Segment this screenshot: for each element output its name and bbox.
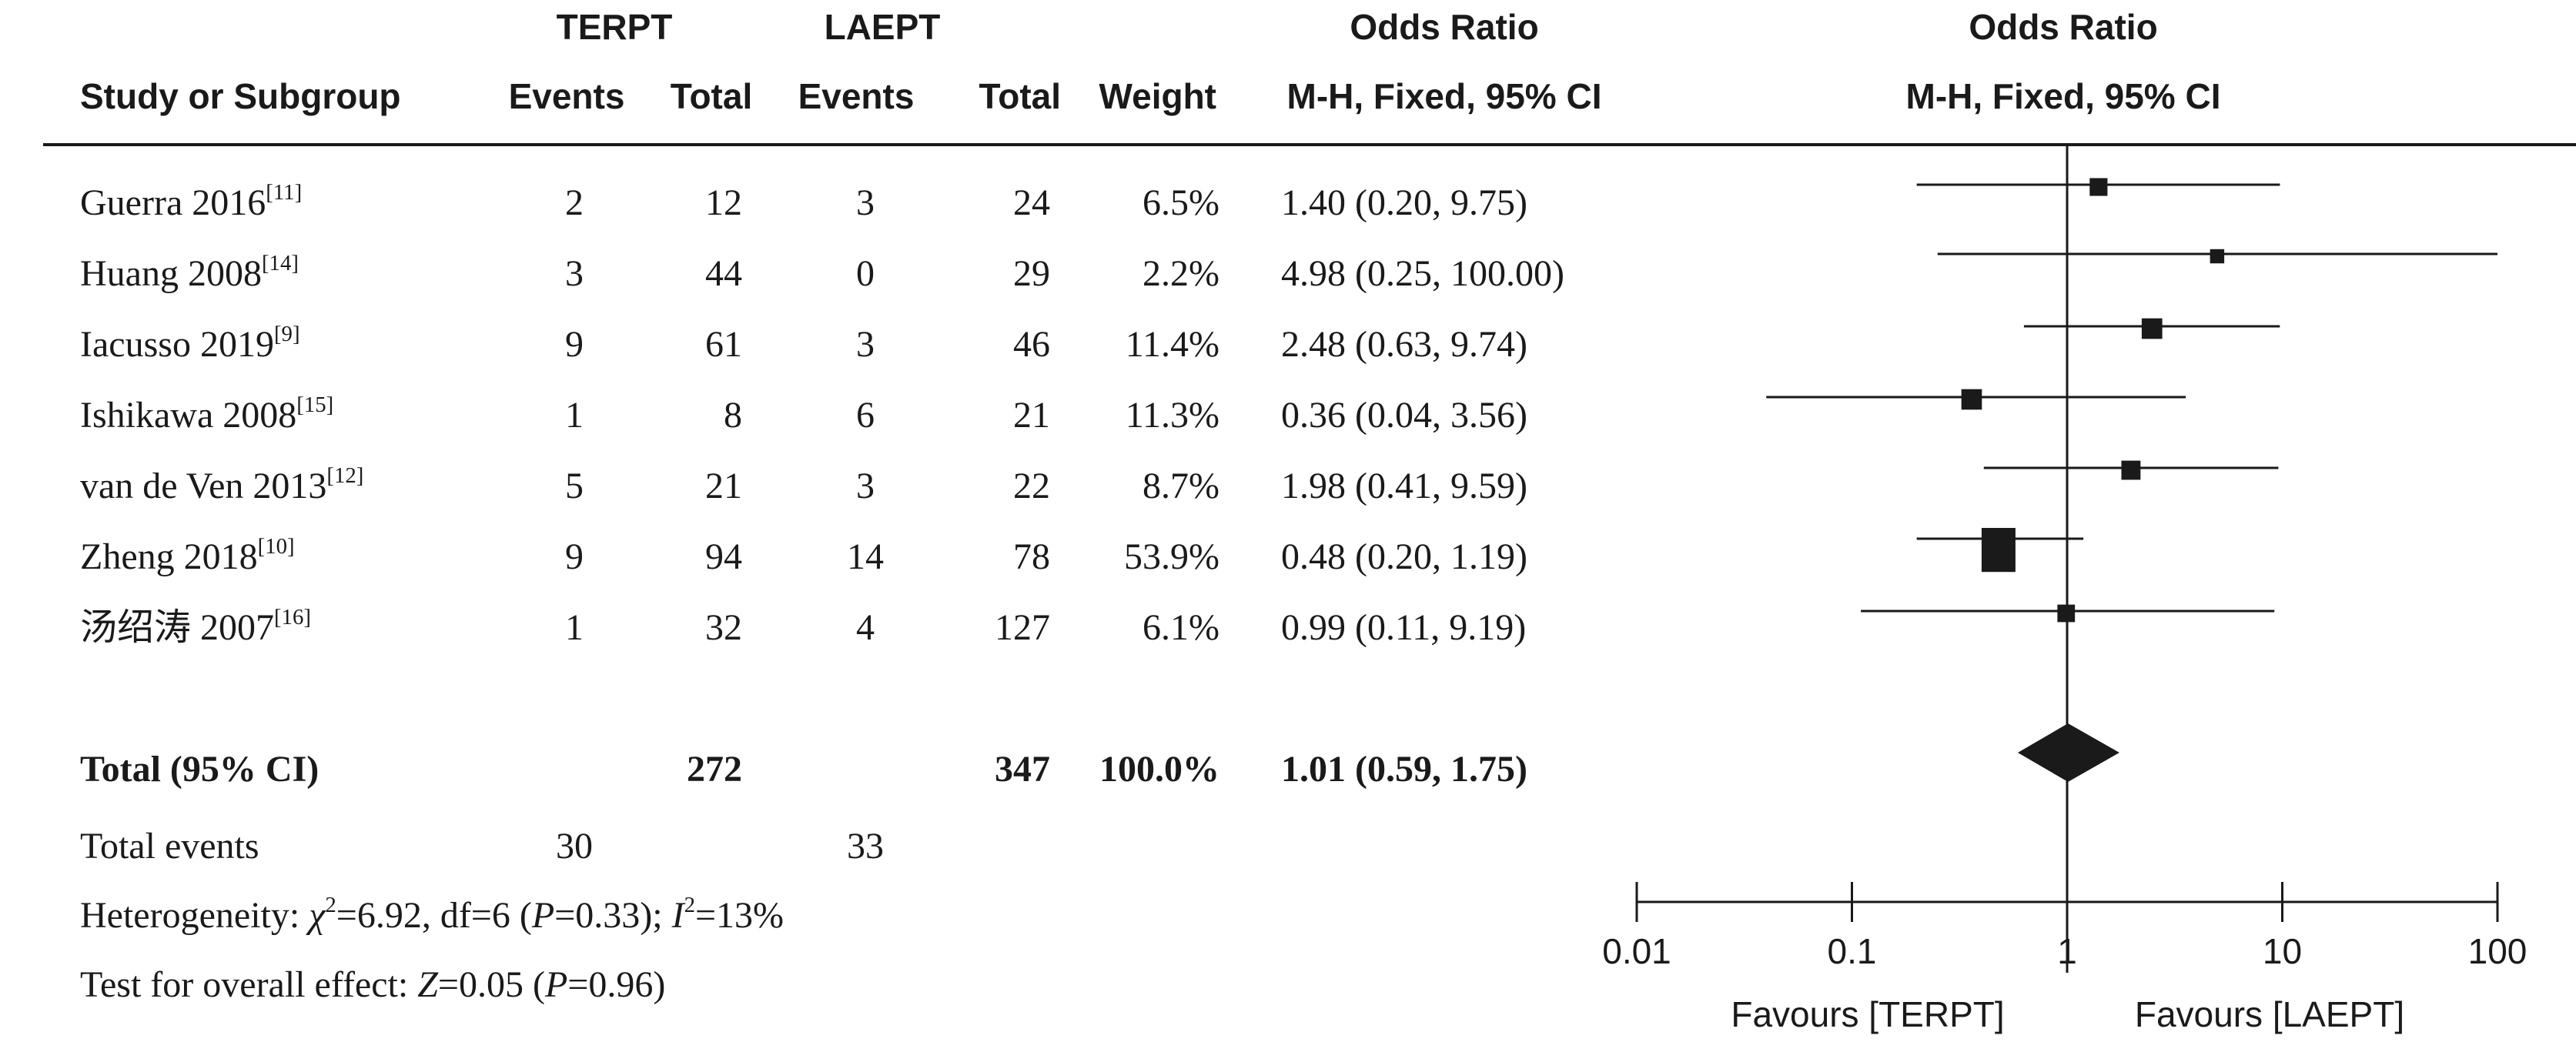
study-weight: 6.1% xyxy=(1142,607,1219,648)
study-point xyxy=(2057,604,2076,623)
study-total1: 8 xyxy=(724,395,742,436)
study-events1: 5 xyxy=(565,466,584,506)
study-reference: [12] xyxy=(326,463,364,488)
study-events2: 6 xyxy=(856,395,875,436)
study-weight: 11.4% xyxy=(1125,324,1219,365)
study-events2: 3 xyxy=(856,324,875,365)
x-tick-label: 1 xyxy=(2057,931,2077,971)
study-events2: 0 xyxy=(856,253,875,294)
group2-header: LAEPT xyxy=(824,7,941,47)
study-total1: 61 xyxy=(705,324,742,365)
x-tick-label: 0.1 xyxy=(1828,931,1877,971)
study-total2: 29 xyxy=(1013,253,1050,294)
study-total2: 22 xyxy=(1013,466,1050,506)
study-column-header: Study or Subgroup xyxy=(80,76,401,116)
weight-header: Weight xyxy=(1099,76,1216,116)
or-title-left: Odds Ratio xyxy=(1350,7,1539,47)
study-events1: 1 xyxy=(565,607,584,648)
study-point xyxy=(1981,528,2016,573)
study-total2: 21 xyxy=(1013,395,1050,436)
study-name: Guerra 2016[11] xyxy=(80,179,303,223)
study-total2: 78 xyxy=(1013,536,1050,577)
study-name: Huang 2008[14] xyxy=(80,250,299,294)
total-t2: 347 xyxy=(995,749,1050,790)
study-weight: 6.5% xyxy=(1142,182,1219,223)
study-events2: 3 xyxy=(856,182,875,223)
study-events1: 1 xyxy=(565,395,584,436)
study-name: Zheng 2018[10] xyxy=(80,533,295,577)
study-total1: 32 xyxy=(705,607,742,648)
study-events2: 4 xyxy=(856,607,875,648)
study-point xyxy=(2210,249,2225,264)
overall-effect-text: Test for overall effect: Z=0.05 (P=0.96) xyxy=(80,964,666,1005)
total-events-label: Total events xyxy=(80,826,259,867)
total-ci: 1.01 (0.59, 1.75) xyxy=(1281,749,1527,790)
x-tick-label: 10 xyxy=(2263,931,2302,971)
total2-header: Total xyxy=(979,76,1061,116)
study-name: 汤绍涛 2007[16] xyxy=(80,604,311,648)
study-reference: [15] xyxy=(296,392,334,417)
method-header-left: M-H, Fixed, 95% CI xyxy=(1286,76,1602,116)
favours-left-label: Favours [TERPT] xyxy=(1731,994,2004,1034)
study-ci: 1.40 (0.20, 9.75) xyxy=(1281,182,1527,223)
study-ci: 0.99 (0.11, 9.19) xyxy=(1281,607,1527,648)
study-reference: [10] xyxy=(257,533,295,559)
events1-header: Events xyxy=(508,76,625,116)
pooled-diamond xyxy=(2017,723,2119,782)
study-ci: 0.36 (0.04, 3.56) xyxy=(1281,395,1527,436)
study-point xyxy=(1961,389,1982,410)
study-total1: 44 xyxy=(705,253,742,294)
study-weight: 8.7% xyxy=(1142,466,1219,506)
events2-header: Events xyxy=(798,76,915,116)
study-weight: 53.9% xyxy=(1124,536,1219,577)
study-events1: 9 xyxy=(565,324,584,365)
favours-right-label: Favours [LAEPT] xyxy=(2135,994,2404,1034)
study-total1: 21 xyxy=(705,466,742,506)
study-reference: [14] xyxy=(261,250,299,276)
study-total2: 127 xyxy=(995,607,1050,648)
study-events2: 14 xyxy=(847,536,884,577)
or-title-right: Odds Ratio xyxy=(1969,7,2158,47)
x-tick-label: 100 xyxy=(2468,931,2527,971)
study-total1: 94 xyxy=(705,536,742,577)
study-reference: [9] xyxy=(273,321,300,346)
study-total2: 24 xyxy=(1013,182,1050,223)
total1-header: Total xyxy=(670,76,753,116)
study-events1: 3 xyxy=(565,253,584,294)
study-weight: 11.3% xyxy=(1125,395,1219,436)
total-events-e1: 30 xyxy=(556,826,593,867)
study-events1: 2 xyxy=(565,182,584,223)
study-total1: 12 xyxy=(705,182,742,223)
study-total2: 46 xyxy=(1013,324,1050,365)
study-point xyxy=(2141,318,2163,339)
study-events2: 3 xyxy=(856,466,875,506)
study-ci: 1.98 (0.41, 9.59) xyxy=(1281,466,1527,506)
total-events-e2: 33 xyxy=(847,826,884,867)
study-point xyxy=(2121,460,2141,480)
x-tick-label: 0.01 xyxy=(1602,931,1671,971)
study-ci: 4.98 (0.25, 100.00) xyxy=(1281,253,1564,294)
study-name: van de Ven 2013[12] xyxy=(80,463,364,506)
total-weight: 100.0% xyxy=(1099,749,1219,790)
study-name: Iacusso 2019[9] xyxy=(80,321,300,365)
study-point xyxy=(2089,178,2108,196)
study-weight: 2.2% xyxy=(1142,253,1219,294)
study-reference: [16] xyxy=(274,604,311,630)
total-t1: 272 xyxy=(687,749,742,790)
total-label: Total (95% CI) xyxy=(80,749,319,790)
study-events1: 9 xyxy=(565,536,584,577)
study-name: Ishikawa 2008[15] xyxy=(80,392,334,436)
method-header-right: M-H, Fixed, 95% CI xyxy=(1905,76,2221,116)
study-ci: 2.48 (0.63, 9.74) xyxy=(1281,324,1527,365)
heterogeneity-text: Heterogeneity: χ2=6.92, df=6 (P=0.33); I… xyxy=(80,892,785,936)
group1-header: TERPT xyxy=(556,7,673,47)
study-reference: [11] xyxy=(266,179,303,205)
study-ci: 0.48 (0.20, 1.19) xyxy=(1281,536,1527,577)
